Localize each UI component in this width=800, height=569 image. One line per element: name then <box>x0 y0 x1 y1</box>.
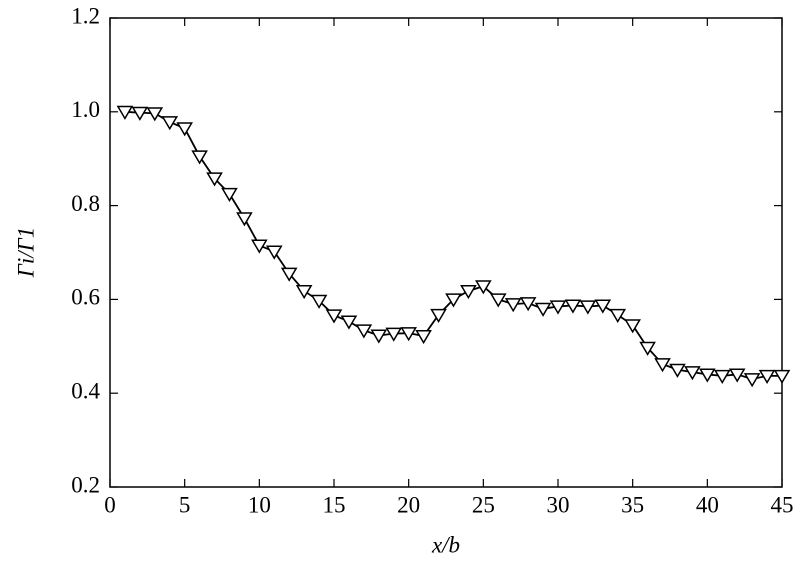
marker <box>758 369 776 384</box>
x-tick-label: 25 <box>472 492 495 517</box>
marker <box>415 329 432 345</box>
marker <box>684 366 701 381</box>
marker <box>251 239 268 254</box>
x-tick-label: 40 <box>696 492 719 517</box>
x-tick-label: 35 <box>621 492 644 517</box>
marker <box>713 369 731 384</box>
marker <box>206 172 223 187</box>
marker <box>549 300 567 315</box>
marker <box>534 302 552 317</box>
marker <box>579 300 597 315</box>
y-tick-label: 1.0 <box>71 97 100 122</box>
marker <box>355 324 373 339</box>
plot-frame <box>109 17 783 488</box>
marker <box>176 122 193 137</box>
marker <box>773 369 791 384</box>
marker <box>654 358 671 373</box>
marker <box>146 107 164 122</box>
marker <box>460 284 477 300</box>
marker <box>489 293 507 308</box>
y-tick-label: 0.4 <box>71 378 100 403</box>
marker <box>699 368 716 383</box>
x-tick-label: 15 <box>323 492 346 517</box>
marker <box>295 284 313 300</box>
marker <box>669 363 686 378</box>
marker <box>639 341 656 356</box>
marker <box>280 267 298 282</box>
marker <box>743 373 761 388</box>
marker <box>385 327 403 342</box>
marker <box>504 298 522 313</box>
y-axis-label: Γi/Γ1 <box>13 227 38 278</box>
marker <box>161 116 179 131</box>
x-tick-label: 10 <box>248 492 271 517</box>
marker <box>594 299 612 314</box>
marker <box>325 309 343 324</box>
y-tick-label: 0.2 <box>71 472 100 497</box>
marker <box>191 150 208 165</box>
marker <box>131 106 149 121</box>
marker <box>564 299 582 314</box>
marker <box>728 368 746 383</box>
marker <box>519 297 537 312</box>
x-tick-label: 45 <box>771 492 794 517</box>
marker <box>116 105 134 120</box>
marker <box>609 308 627 324</box>
marker <box>310 294 328 309</box>
marker <box>475 280 492 295</box>
marker <box>370 329 388 344</box>
marker <box>624 319 641 334</box>
x-tick-label: 20 <box>397 492 420 517</box>
y-tick-label: 1.2 <box>71 3 100 28</box>
marker <box>221 187 238 203</box>
marker <box>340 315 358 330</box>
y-tick-label: 0.8 <box>71 191 100 216</box>
series-line <box>124 110 782 381</box>
y-tick-label: 0.6 <box>71 285 100 310</box>
marker <box>445 293 462 308</box>
x-tick-label: 0 <box>104 492 116 517</box>
x-axis-label: x/b <box>431 532 460 557</box>
x-tick-label: 5 <box>179 492 191 517</box>
x-tick-label: 30 <box>547 492 570 517</box>
marker <box>430 308 447 324</box>
marker <box>400 327 417 342</box>
marker <box>265 245 283 260</box>
marker <box>236 212 253 227</box>
